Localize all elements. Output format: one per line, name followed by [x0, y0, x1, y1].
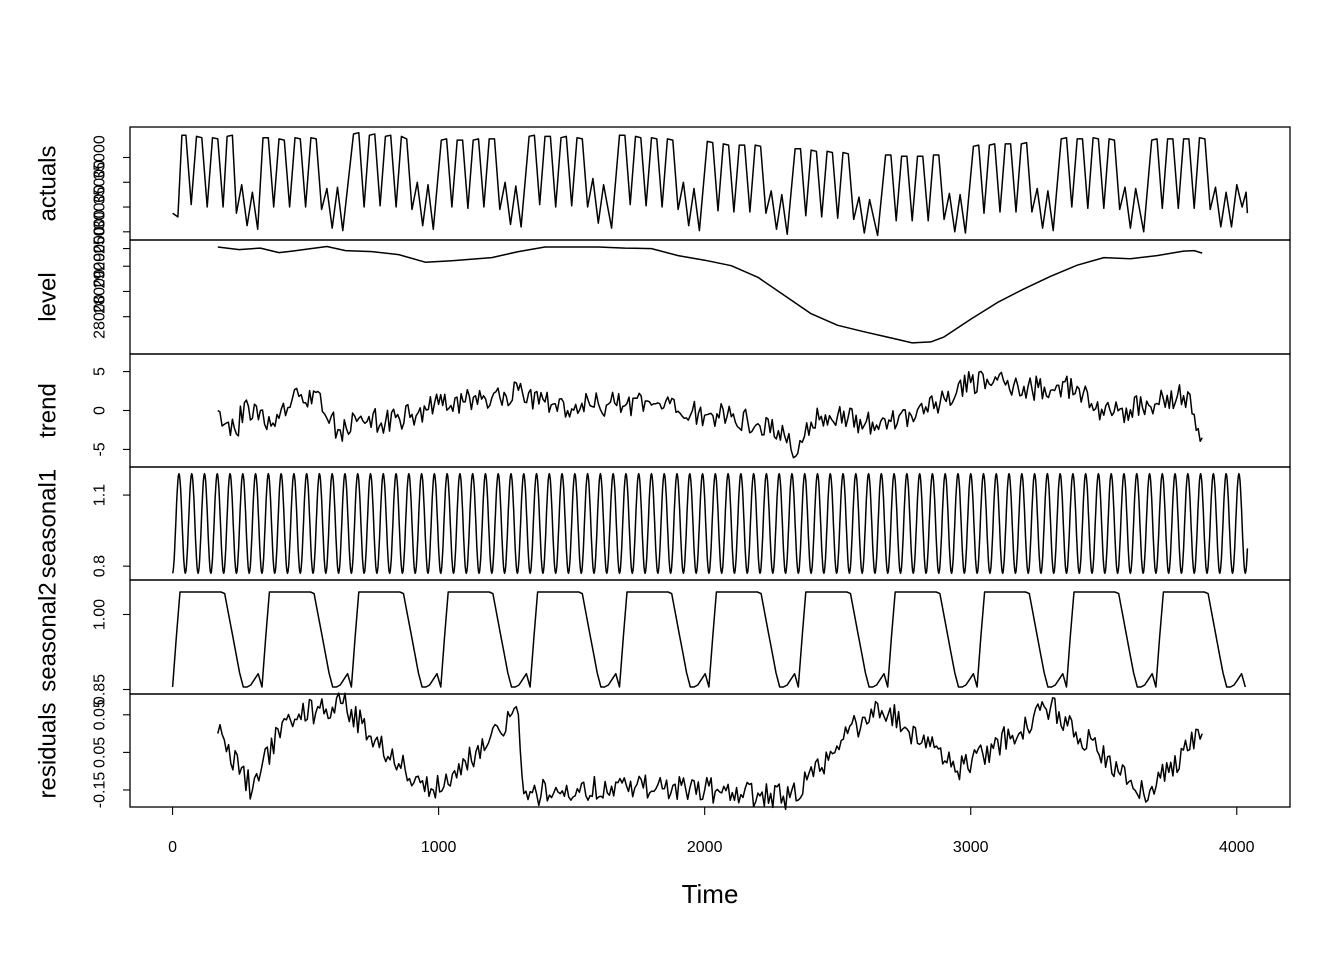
- panel-ylabel-trend: trend: [35, 383, 62, 438]
- ytick-label-residuals: 0.05: [92, 737, 109, 768]
- ytick-label-residuals: -0.15: [92, 772, 109, 809]
- series-line-actuals: [172, 131, 1249, 237]
- panel-frame-level: [129, 239, 1291, 355]
- ytick-label-seasonal2: 1.00: [92, 599, 109, 630]
- ytick-label-trend: -5: [92, 442, 109, 456]
- series-line-level: [217, 245, 1203, 344]
- xtick-label: 1000: [421, 839, 457, 856]
- ytick-label-level: 28000: [92, 269, 109, 314]
- ytick-label-level: 28000: [92, 294, 109, 339]
- panel-trend: -5 0 5 trend: [35, 353, 1291, 468]
- ytick-label-level: 29000: [92, 226, 109, 271]
- ytick-label-trend: 5: [92, 367, 109, 376]
- x-axis: 0 1000 2000 3000 4000: [168, 807, 1255, 856]
- xtick-label: 2000: [687, 839, 723, 856]
- ytick-label-actuals: 35000: [92, 135, 109, 180]
- panel-ylabel-level: level: [35, 272, 62, 321]
- series-line-seasonal2: [171, 591, 1247, 688]
- panel-frame-trend: [129, 353, 1291, 468]
- ytick-label-seasonal1: 1.1: [92, 484, 109, 506]
- ytick-label-seasonal2: 0.85: [92, 674, 109, 705]
- ytick-label-level: 29000: [92, 244, 109, 289]
- xtick-label: 3000: [953, 839, 989, 856]
- ytick-label-actuals: 35000: [92, 160, 109, 205]
- x-axis-label: Time: [682, 879, 739, 909]
- series-line-residuals: [217, 692, 1203, 811]
- panel-seasonal2: 0.85 1.00 seasonal2: [35, 579, 1291, 705]
- panel-ylabel-actuals: actuals: [35, 145, 62, 221]
- panel-frame-residuals: [129, 693, 1291, 808]
- panel-ylabel-residuals: residuals: [35, 702, 62, 798]
- ytick-label-actuals: 30000: [92, 185, 109, 230]
- panels-group: 25000300003500035000actuals2800028000290…: [35, 126, 1291, 811]
- panel-ylabel-seasonal1: seasonal1: [35, 469, 62, 578]
- ytick-label-actuals: 25000: [92, 209, 109, 254]
- xtick-label: 4000: [1219, 839, 1255, 856]
- ytick-label-seasonal1: 0.8: [92, 555, 109, 577]
- ytick-label-residuals: 0.05: [92, 699, 109, 730]
- panel-ylabel-seasonal2: seasonal2: [35, 582, 62, 691]
- series-line-trend: [217, 370, 1203, 459]
- series-line-seasonal1: [171, 472, 1249, 575]
- panel-residuals: -0.15 0.05 0.05 residuals: [35, 692, 1291, 811]
- ytick-label-trend: 0: [92, 406, 109, 415]
- xtick-label: 0: [168, 839, 177, 856]
- panel-seasonal1: 0.8 1.1 seasonal1: [35, 466, 1291, 581]
